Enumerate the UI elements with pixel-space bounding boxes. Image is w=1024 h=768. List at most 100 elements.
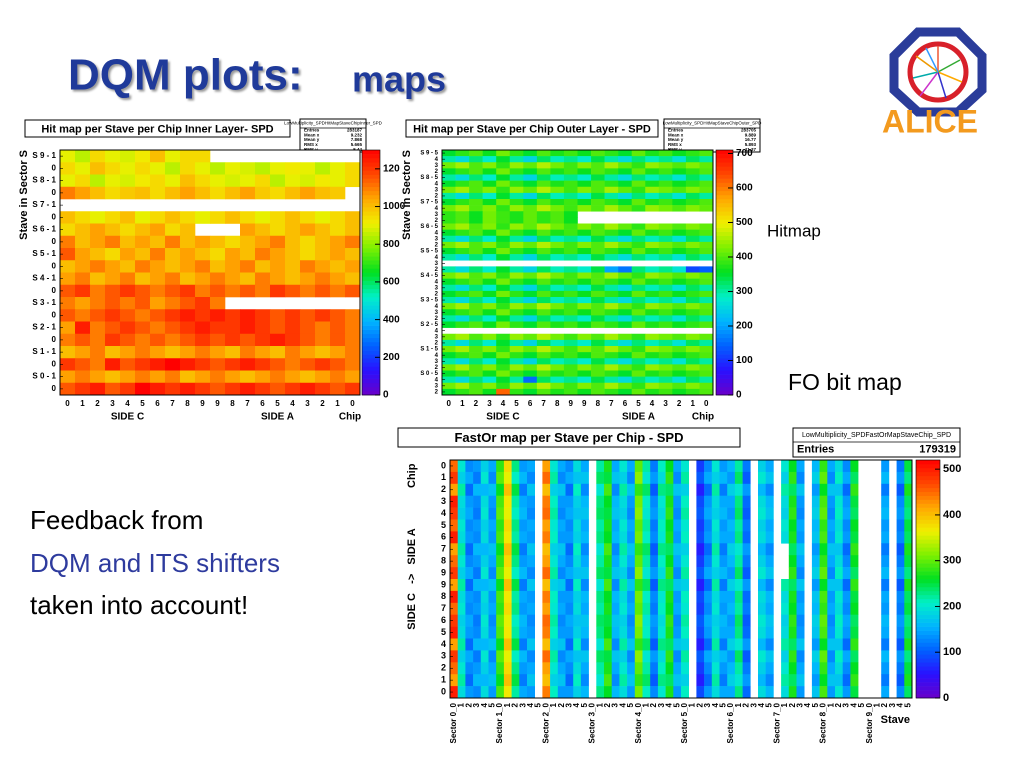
palette-strip xyxy=(916,563,940,568)
palette-strip xyxy=(716,333,733,339)
heat-cell xyxy=(523,199,538,206)
palette-strip xyxy=(362,170,380,175)
palette-strip xyxy=(916,610,940,615)
x-tick-label: 5 xyxy=(580,702,589,707)
heat-cell xyxy=(509,248,524,255)
heat-cell xyxy=(896,602,905,615)
y-tick-label: S 1 - 1 xyxy=(32,347,56,356)
heat-cell xyxy=(315,333,331,347)
heat-cell xyxy=(811,579,820,592)
heat-cell xyxy=(565,531,574,544)
heat-cell xyxy=(819,483,828,496)
heat-cell xyxy=(604,626,612,639)
heat-cell xyxy=(850,483,859,496)
heat-cell xyxy=(685,321,700,328)
heat-cell xyxy=(665,590,674,604)
palette-strip xyxy=(716,366,733,371)
palette-strip xyxy=(716,260,733,265)
heat-cell xyxy=(573,531,582,544)
heat-cell xyxy=(105,186,121,200)
palette-strip xyxy=(716,158,733,163)
heat-cell xyxy=(180,260,196,273)
heat-cell xyxy=(565,483,574,496)
heat-cell xyxy=(450,495,458,508)
heat-cell xyxy=(711,543,720,556)
heat-cell xyxy=(120,150,136,163)
heat-cell xyxy=(819,460,828,473)
heat-cell xyxy=(536,364,551,371)
palette-strip xyxy=(362,178,380,183)
heat-cell xyxy=(672,150,687,157)
heat-cell xyxy=(685,223,700,230)
heat-cell xyxy=(580,602,589,615)
heat-cell xyxy=(509,192,524,200)
x-tick-label: Sector 5_0 xyxy=(680,702,689,743)
y-tick-label: S 4 - 1 xyxy=(32,274,56,283)
heat-cell xyxy=(563,174,578,181)
heat-cell xyxy=(455,278,470,286)
heat-cell xyxy=(685,192,700,200)
heat-cell xyxy=(509,254,524,261)
heat-cell xyxy=(727,555,736,568)
heat-cell xyxy=(719,519,728,532)
heat-cell xyxy=(881,471,890,485)
heat-cell xyxy=(225,358,241,371)
heat-cell xyxy=(881,495,890,508)
heat-cell xyxy=(850,638,859,651)
heat-cell xyxy=(685,339,700,347)
palette-strip xyxy=(362,239,380,245)
heat-cell xyxy=(542,614,551,627)
plot-frame xyxy=(441,149,714,396)
x-axis-label: Stave xyxy=(881,714,910,726)
heat-cell xyxy=(210,309,226,322)
heat-cell xyxy=(788,602,797,615)
heat-cell xyxy=(75,333,91,347)
heat-cell xyxy=(618,156,632,163)
y-tick-label: S 3 - 5 xyxy=(420,298,438,304)
heat-cell xyxy=(473,495,482,508)
heat-cell xyxy=(665,626,674,639)
heat-cell xyxy=(60,321,76,335)
heat-cell xyxy=(650,519,659,532)
heat-cell xyxy=(580,543,589,556)
heat-cell xyxy=(150,370,166,384)
heat-cell xyxy=(300,248,316,261)
heat-cell xyxy=(811,590,820,604)
heat-cell xyxy=(511,590,520,604)
heat-cell xyxy=(536,241,551,249)
heat-cell xyxy=(527,483,535,496)
heat-cell xyxy=(557,531,566,544)
heat-cell xyxy=(120,321,136,335)
heat-cell xyxy=(672,339,687,347)
heat-cell xyxy=(240,174,256,188)
heat-cell xyxy=(90,272,106,286)
heat-cell xyxy=(811,614,820,627)
y-tick-label: S 5 - 5 xyxy=(420,249,438,255)
heat-cell xyxy=(285,346,301,359)
heat-cell xyxy=(469,241,483,249)
palette-strip xyxy=(716,317,733,322)
heat-cell xyxy=(150,174,166,188)
heat-cell xyxy=(631,284,646,292)
palette-strip xyxy=(916,694,940,699)
heat-cell xyxy=(685,248,700,255)
heat-cell xyxy=(650,579,659,592)
heat-cell xyxy=(330,174,346,188)
heat-cell xyxy=(509,321,524,328)
heat-cell xyxy=(550,346,565,353)
heat-cell xyxy=(835,674,843,687)
heat-cell xyxy=(685,309,700,316)
heat-cell xyxy=(645,205,660,212)
y-tick-label: 4 xyxy=(441,639,446,649)
heat-cell xyxy=(819,662,828,675)
heat-cell xyxy=(631,192,646,200)
heat-cell xyxy=(120,223,136,237)
heat-cell xyxy=(482,290,497,298)
palette-strip xyxy=(716,178,733,183)
heat-cell xyxy=(727,567,736,580)
heat-cell xyxy=(150,186,166,200)
heat-cell xyxy=(503,495,512,508)
heat-cell xyxy=(672,333,687,341)
palette-strip xyxy=(362,231,380,237)
x-tick-label: 2 xyxy=(511,702,520,707)
